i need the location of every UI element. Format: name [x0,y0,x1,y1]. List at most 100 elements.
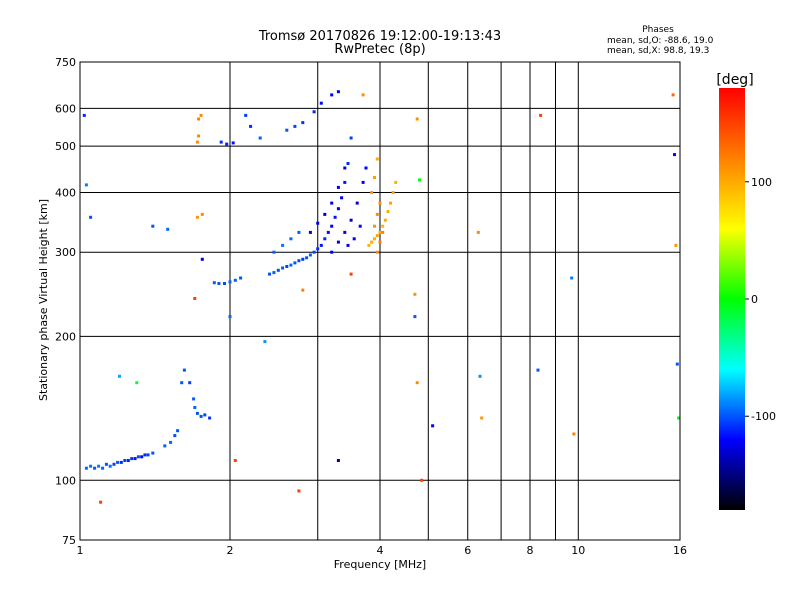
data-point [361,93,365,97]
data-point [192,397,196,401]
data-point [180,381,184,385]
data-point [413,315,417,319]
data-point [176,429,180,433]
data-point [268,272,271,276]
data-point [104,462,108,466]
data-point [228,280,232,284]
chart-subtitle: RwPretec (8p) [334,42,425,57]
data-point [389,201,393,205]
data-point [285,265,289,268]
data-point [326,230,330,234]
data-point [375,157,379,161]
y-tick-label: 600 [55,102,76,115]
data-point [276,268,280,272]
data-point [536,368,540,372]
data-point [478,374,482,378]
data-point [272,271,276,275]
data-point [301,121,305,125]
data-point [233,459,237,462]
data-point [431,424,435,428]
data-point [364,166,368,170]
data-point [193,297,197,300]
data-point [413,292,417,296]
series-group [82,93,681,504]
x-axis-label: Frequency [MHz] [334,558,426,571]
data-point [249,124,253,128]
data-point [197,134,201,138]
stats-heading: Phases [642,25,674,35]
data-point [199,113,203,117]
data-point [370,191,374,194]
data-point [223,282,226,285]
data-point [677,416,681,420]
data-point [336,459,340,462]
chart-title: Tromsø 20170826 19:12:00-19:13:43 [258,29,501,44]
grid-lines [79,62,681,540]
data-point [231,141,235,145]
data-points [82,90,681,504]
data-point [135,381,139,385]
data-point [199,414,203,418]
x-tick-label: 4 [377,544,384,557]
data-point [480,416,484,420]
data-point [336,240,340,244]
data-point [126,459,130,462]
data-point [381,224,385,228]
data-point [305,256,309,260]
data-point [330,201,334,205]
data-point [323,237,327,241]
data-point [293,124,297,128]
data-point [330,224,334,228]
data-point [336,90,340,94]
data-point [358,224,362,228]
y-axis-label: Stationary phase Virtual Height [km] [37,199,50,401]
data-point [539,113,543,117]
data-point [381,230,385,234]
data-point [373,224,376,228]
data-point [289,263,293,267]
data-point [297,259,301,263]
data-point [99,500,103,504]
data-point [116,460,120,464]
y-tick-label: 100 [55,474,76,487]
series-group [212,140,243,285]
data-point [415,381,419,385]
x-tick-label: 16 [673,544,687,557]
data-point [217,282,221,285]
x-tick-label: 1 [77,544,84,557]
data-point [163,444,167,448]
data-point [336,185,340,189]
data-point [375,212,379,216]
data-point [233,278,237,282]
data-point [316,221,320,225]
plot-frame [79,61,681,541]
colorbar-tick-label: 0 [751,293,758,306]
data-point [173,434,177,438]
data-point [82,113,86,117]
data-point [308,253,312,257]
data-point [228,315,232,319]
data-point [349,272,353,276]
data-point [203,413,207,417]
data-point [343,166,347,170]
data-point [97,464,101,468]
data-point [89,464,93,468]
data-point [375,234,379,238]
data-point [301,257,305,261]
data-point [89,215,93,219]
data-point [370,240,374,244]
data-point [391,191,395,194]
data-point [330,93,334,97]
data-point [367,243,371,247]
data-point [355,201,359,205]
y-tick-labels: 75 100 200 300 400 500 600 750 [55,56,76,547]
data-point [319,243,323,247]
y-tick-label: 75 [62,534,76,547]
data-point [373,176,376,179]
data-point [143,453,147,457]
data-point [378,230,382,234]
data-point [336,207,340,211]
data-point [378,240,382,244]
stats-o-mode: mean, sd,O: -88.6, 19.0 [607,36,714,46]
